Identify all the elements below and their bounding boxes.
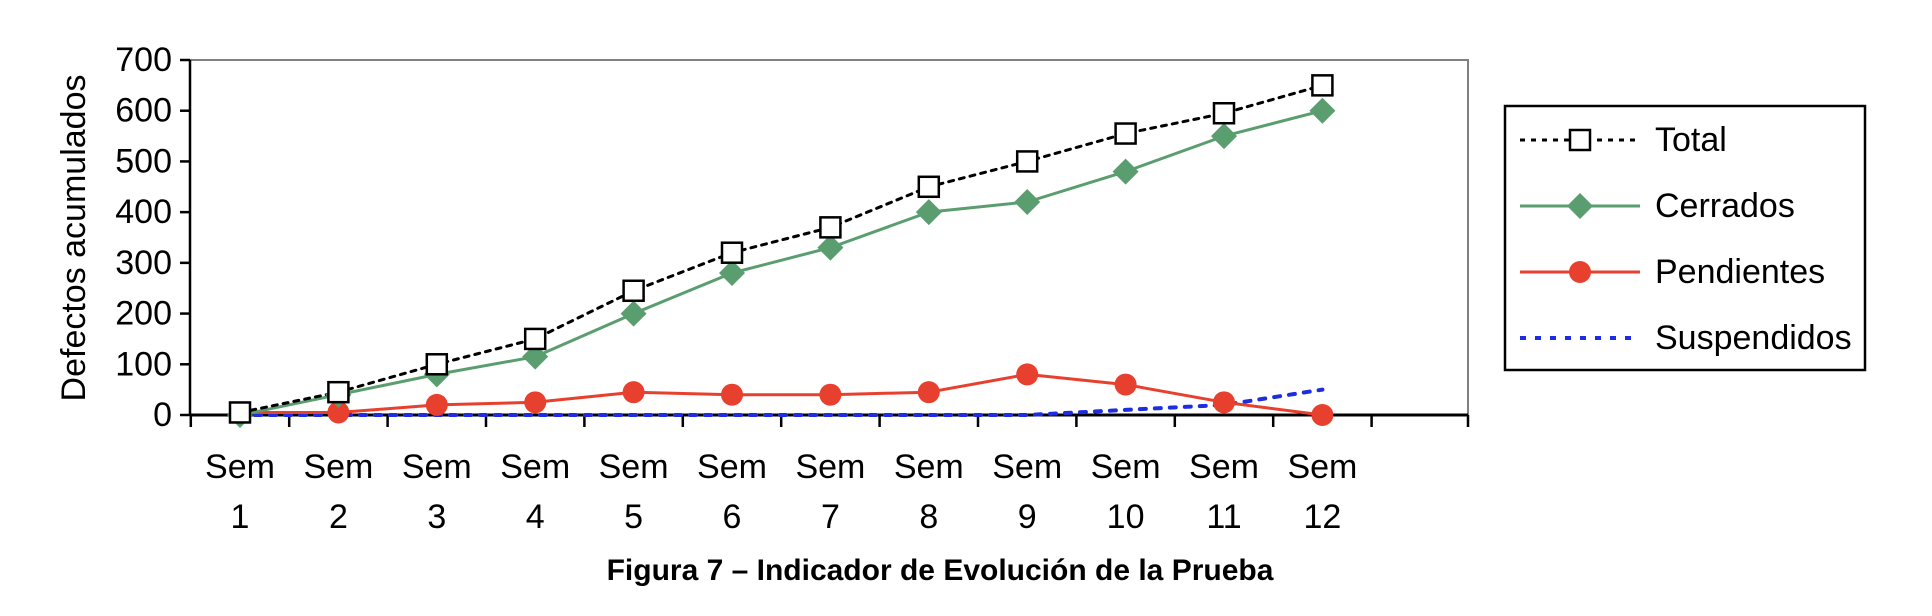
- series-line-pendientes: [238, 372, 1324, 417]
- y-tick-label: 0: [153, 396, 172, 434]
- point-pendientes: [917, 381, 940, 404]
- point-pendientes: [1311, 404, 1334, 426]
- legend-label-pendientes: Pendientes: [1655, 253, 1825, 291]
- point-pendientes: [1213, 391, 1235, 414]
- y-tick-label: 100: [115, 345, 172, 383]
- y-tick-label: 300: [115, 244, 172, 282]
- point-total: [917, 175, 941, 199]
- point-cerrados: [1211, 123, 1237, 150]
- x-tick-labels: Sem 1 Sem 2 Sem 3 Sem 4 Sem 5 Sem 6 Sem 7 Sem 8 Sem 9 Sem 1…: [205, 448, 1357, 536]
- y-axis-label: Defectos acumulados: [55, 75, 93, 402]
- point-pendientes: [1016, 363, 1039, 386]
- figure-caption: Figura 7 – Indicador de Evolución de la …: [607, 554, 1274, 587]
- series-line-cerrados: [238, 109, 1324, 417]
- point-total: [523, 327, 547, 351]
- legend-box: [1503, 104, 1867, 372]
- point-pendientes: [524, 391, 547, 414]
- point-cerrados: [1014, 189, 1041, 215]
- x-tick-label: Sem 9: [992, 448, 1062, 536]
- point-total: [622, 279, 645, 302]
- point-pendientes: [1114, 373, 1137, 396]
- y-tick-label: 200: [115, 295, 172, 333]
- x-tick-label: Sem 1: [205, 448, 275, 536]
- point-total: [720, 241, 744, 264]
- y-tick-labels: 0 100 200 300 400 500 600 700: [115, 41, 172, 434]
- legend-label-total: Total: [1655, 121, 1727, 159]
- point-total: [1212, 102, 1236, 125]
- point-cerrados: [1112, 158, 1139, 185]
- legend-marker-cerrados: [1567, 193, 1593, 219]
- point-total: [228, 401, 252, 424]
- x-tick-label: Sem 2: [303, 448, 373, 536]
- series-line-suspendidos: [238, 387, 1325, 417]
- y-tick-label: 400: [115, 193, 172, 231]
- point-total: [425, 353, 449, 376]
- legend-marker-pendientes: [1569, 261, 1591, 283]
- point-pendientes: [721, 383, 743, 406]
- legend-label-suspendidos: Suspendidos: [1655, 319, 1852, 357]
- x-tick-label: Sem 4: [500, 448, 570, 536]
- x-tick-label: Sem 3: [402, 448, 472, 536]
- point-total: [1114, 122, 1137, 145]
- point-pendientes: [425, 393, 448, 416]
- point-cerrados: [915, 199, 942, 226]
- x-tick-label: Sem 5: [599, 448, 669, 536]
- point-total: [1311, 74, 1334, 97]
- point-pendientes: [819, 383, 842, 406]
- point-pendientes: [327, 401, 350, 424]
- x-tick-label: Sem 6: [697, 448, 767, 536]
- point-cerrados: [1309, 97, 1336, 124]
- series-lines: [238, 83, 1325, 417]
- point-cerrados: [620, 300, 647, 327]
- legend-marker-total: [1568, 128, 1592, 152]
- point-total: [327, 380, 350, 404]
- point-total: [1015, 150, 1039, 173]
- y-tick-label: 500: [115, 142, 172, 180]
- y-tick-label: 600: [115, 92, 172, 130]
- series-line-total: [238, 83, 1324, 414]
- point-cerrados: [719, 260, 745, 286]
- point-pendientes: [622, 381, 645, 404]
- point-cerrados: [817, 234, 844, 261]
- x-tick-label: Sem 7: [795, 448, 865, 536]
- x-tick-label: Sem 12: [1287, 448, 1357, 536]
- x-tick-label: Sem 10: [1091, 448, 1161, 536]
- x-tick-label: Sem 11: [1189, 448, 1259, 536]
- legend: Total Cerrados Pendientes Suspendidos: [1520, 121, 1852, 357]
- x-tick-label: Sem 8: [894, 448, 964, 536]
- legend-label-cerrados: Cerrados: [1655, 187, 1795, 225]
- series-markers: [227, 74, 1336, 428]
- point-total: [819, 216, 842, 239]
- y-tick-label: 700: [115, 41, 172, 79]
